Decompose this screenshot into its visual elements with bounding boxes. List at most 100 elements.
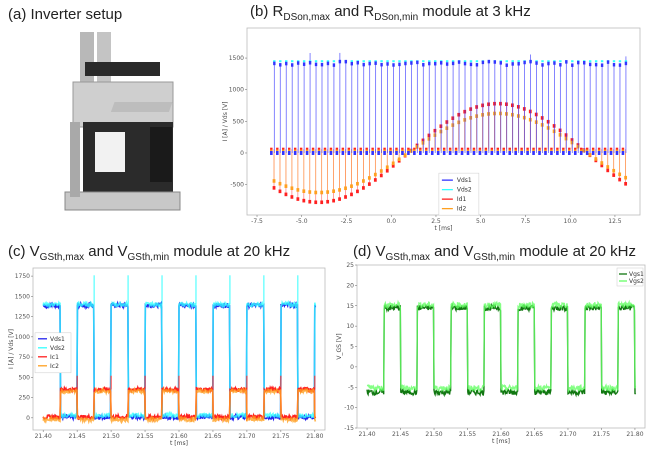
series-Vds2-mark (380, 60, 383, 63)
series-Id1-mark (419, 147, 422, 151)
series-Vds1-mark (311, 150, 315, 155)
series-Id1-mark (311, 147, 315, 151)
series-Id1-mark (615, 147, 619, 151)
y-tick-label: 0 (350, 364, 354, 371)
series-Vds2-mark (445, 60, 449, 63)
series-Vds1-mark (338, 59, 342, 64)
series-Vds1-mark (368, 61, 371, 66)
series-Vds2-mark (594, 60, 598, 63)
series-Id1-mark (365, 147, 368, 151)
x-tick-label: 21.50 (425, 431, 442, 438)
series-Vds1-mark (562, 150, 565, 155)
series-Id1-mark (302, 198, 306, 203)
series-Vds1-mark (365, 150, 368, 155)
y-tick-label: 750 (19, 354, 31, 361)
series-Vds1-mark (568, 150, 571, 155)
y-tick-label: 0 (26, 415, 30, 422)
series-Vds1-mark (457, 60, 461, 64)
series-Vds1-mark (573, 150, 577, 155)
series-Id1-mark (520, 147, 523, 151)
x-axis-label: t [ms] (170, 440, 188, 447)
y-tick-label: 1000 (15, 334, 30, 341)
series-Vds1-mark (305, 150, 309, 155)
series-Id1-mark (508, 147, 511, 151)
series-Id2-mark (338, 188, 341, 192)
plot-area (366, 299, 637, 398)
series-Vds2-mark (428, 60, 431, 63)
y-tick-label: 250 (19, 395, 31, 402)
series-Id1-mark (391, 164, 395, 168)
series-Vds1-mark (422, 63, 425, 67)
series-Vds2-mark (392, 60, 395, 63)
series-Id1-mark (317, 147, 321, 151)
series-Id2-mark (272, 179, 276, 183)
series-Vds1-mark (287, 150, 291, 155)
series-Vds1-mark (606, 60, 610, 64)
series-Vds1-mark (362, 62, 365, 67)
series-Vds2-mark (326, 60, 330, 63)
series-Vds1-mark (353, 150, 357, 155)
series-Vds2-mark (553, 60, 556, 63)
series-Vds2-mark (517, 60, 520, 63)
series-Id1-mark (278, 189, 282, 194)
series-Id1-mark (472, 147, 476, 151)
series-Vds1-mark (436, 150, 440, 155)
title-text: module at 3 kHz (418, 3, 531, 20)
series-Vds1-mark (347, 150, 351, 155)
series-Id2-mark (350, 184, 353, 188)
series-Id1-mark (299, 147, 303, 151)
series-Vds1-mark (577, 60, 580, 65)
series-Vds1-mark (299, 150, 303, 155)
title-text: and V (84, 243, 128, 260)
series-Id1-mark (544, 147, 547, 151)
series-Vds2-mark (588, 60, 592, 63)
series-Vds2-mark (374, 60, 377, 63)
series-Id1-mark (562, 147, 565, 151)
series-Vds1-mark (434, 61, 437, 66)
series-Vds1-mark (532, 150, 535, 155)
series-Vds1-mark (430, 150, 434, 155)
x-tick-label: -7.5 (251, 218, 263, 225)
series-Vds2-mark (475, 60, 479, 63)
series-Id1-mark (550, 147, 553, 151)
series-Vgs2-line (366, 299, 637, 394)
series-Vds1-mark (594, 62, 598, 67)
series-Vds2-mark (541, 60, 544, 63)
series-Vds1-mark (335, 150, 339, 155)
series-Vds1-mark (487, 59, 491, 64)
x-axis-label: t [ms] (435, 225, 453, 232)
series-Vds1-mark (523, 60, 526, 65)
series-Vds2-mark (434, 60, 437, 63)
y-tick-label: -15 (344, 425, 354, 432)
series-Id1-mark (329, 147, 333, 151)
series-Vds1-mark (290, 63, 294, 67)
series-Vds1-mark (445, 62, 449, 66)
series-Vds2-mark (350, 60, 353, 63)
series-Vds2-mark (279, 60, 282, 63)
y-tick-label: 1000 (229, 87, 244, 94)
series-Id1-mark (344, 195, 347, 199)
series-Id1-mark (356, 189, 359, 194)
series-Id1-mark (600, 163, 604, 168)
series-Id1-mark (612, 173, 616, 177)
y-tick-label: 500 (233, 118, 245, 125)
y-axis-label: I [A] / Vds [V] (8, 329, 15, 369)
series-Id1-mark (308, 199, 312, 204)
series-Vds2-mark (320, 60, 324, 63)
series-Id1-mark (276, 147, 279, 151)
y-tick-label: 10 (346, 323, 354, 330)
series-Vds1-mark (359, 150, 363, 155)
series-Vgs1-line (366, 302, 637, 398)
series-Id1-mark (618, 177, 622, 182)
series-Vds1-mark (603, 150, 607, 155)
series-Vds1-mark (484, 150, 488, 155)
series-Vds1-mark (466, 150, 470, 155)
series-Vds1-mark (609, 150, 613, 155)
series-Vds1-mark (383, 150, 386, 155)
series-Vds1-mark (413, 150, 416, 155)
series-Vds1-mark (499, 61, 502, 65)
legend-label: Id1 (457, 196, 467, 203)
series-Id2-mark (624, 175, 628, 180)
series-Id2-mark (344, 186, 347, 191)
series-Id1-mark (270, 147, 273, 151)
